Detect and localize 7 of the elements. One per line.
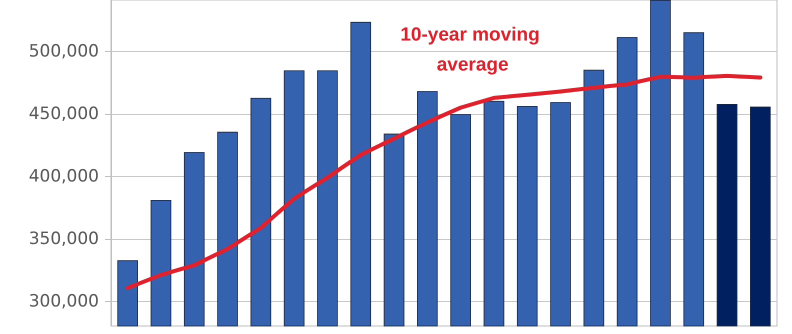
y-tick-label: 450,000 [28, 104, 99, 124]
line-series [126, 74, 762, 290]
y-tick-label: 300,000 [28, 292, 99, 312]
y-tick-label: 350,000 [28, 229, 99, 250]
y-tick-label: 400,000 [28, 166, 99, 186]
series-label: 10-year moving average [400, 24, 545, 76]
y-tick-label: 500,000 [28, 41, 99, 62]
